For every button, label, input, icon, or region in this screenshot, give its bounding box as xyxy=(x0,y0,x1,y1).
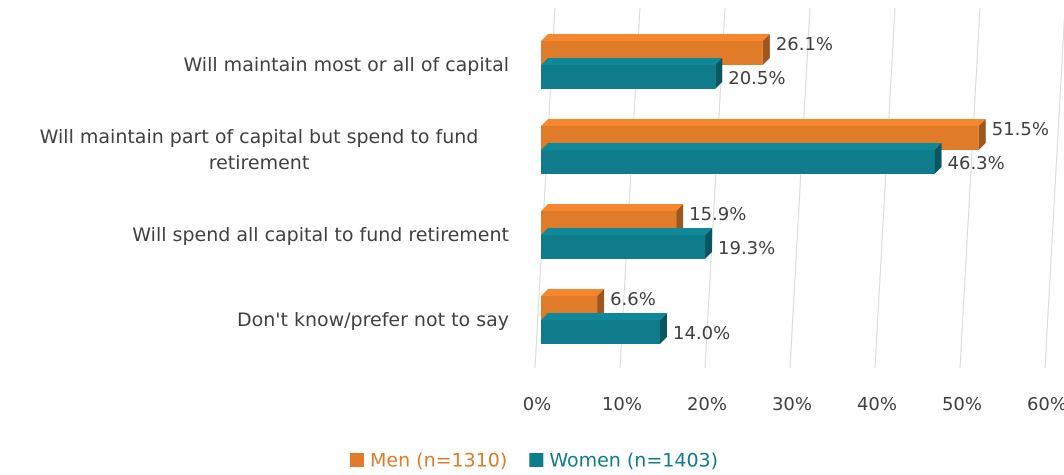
value-label: 19.3% xyxy=(718,238,775,259)
x-tick-label: 20% xyxy=(687,394,727,415)
legend-label: Men (n=1310) xyxy=(370,450,507,472)
legend-swatch xyxy=(350,453,364,467)
bar-side xyxy=(934,143,942,174)
bar xyxy=(541,320,660,344)
value-label: 6.6% xyxy=(610,289,656,310)
bar xyxy=(541,235,706,259)
bar-top xyxy=(541,289,605,296)
bar-top xyxy=(541,204,684,211)
x-tick-label: 0% xyxy=(523,394,552,415)
value-label: 26.1% xyxy=(776,34,833,55)
bar xyxy=(541,150,935,174)
value-label: 46.3% xyxy=(948,153,1005,174)
x-tick-label: 30% xyxy=(772,394,812,415)
category-label: Will spend all capital to fund retiremen… xyxy=(132,224,509,246)
bar-side xyxy=(597,289,605,320)
grid-line xyxy=(1044,16,1064,369)
bar-side xyxy=(762,34,770,65)
value-label: 51.5% xyxy=(992,119,1049,140)
value-label: 15.9% xyxy=(689,204,746,225)
legend-label: Women (n=1403) xyxy=(549,450,718,472)
value-label: 20.5% xyxy=(728,68,785,89)
bar xyxy=(541,65,716,89)
x-tick-label: 10% xyxy=(602,394,642,415)
value-label: 14.0% xyxy=(673,323,730,344)
bar-side xyxy=(978,119,986,150)
category-label: Will maintain part of capital but spend … xyxy=(39,126,479,174)
category-label: Will maintain most or all of capital xyxy=(183,54,509,76)
bar-top xyxy=(541,228,713,235)
bar-top xyxy=(541,313,667,320)
grid-line xyxy=(789,7,811,369)
bar-top xyxy=(541,58,723,65)
bar-side xyxy=(660,313,667,344)
x-tick-label: 50% xyxy=(942,394,982,415)
bar-side xyxy=(705,228,713,259)
bar-top xyxy=(541,143,942,150)
bar-side xyxy=(676,204,684,235)
grid-line xyxy=(874,7,896,369)
x-tick-label: 40% xyxy=(857,394,897,415)
bar-top xyxy=(541,119,986,126)
category-label: Don't know/prefer not to say xyxy=(236,309,509,331)
bar-side xyxy=(715,58,723,89)
legend-swatch xyxy=(529,453,544,467)
bar-top xyxy=(541,34,770,41)
x-tick-label: 60% xyxy=(1027,394,1064,415)
grid-line xyxy=(959,7,981,369)
